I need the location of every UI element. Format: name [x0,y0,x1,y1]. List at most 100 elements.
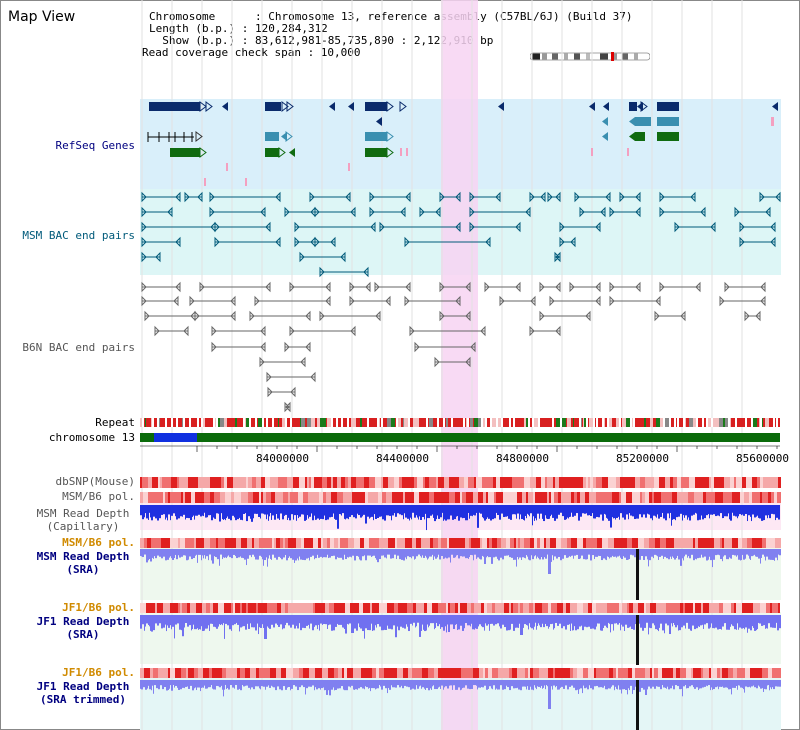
pol-cell [362,492,365,503]
pol-cell [564,477,570,488]
pol-cell [274,477,278,488]
pol-cell [293,668,297,678]
depth-bar [762,549,764,555]
repeat-segment [676,418,677,427]
pol-cell [446,492,449,503]
pol-cell [746,477,752,488]
pol-cell [357,603,359,613]
depth-bar [179,549,181,558]
repeat-segment [730,418,731,427]
bac-end [529,191,535,203]
chromosome-ideogram[interactable] [530,52,650,61]
depth-bar [395,615,397,638]
msm-read-depth-sra-label[interactable]: MSM Read Depth (SRA) [36,550,130,576]
depth-bar [644,615,646,628]
pol-cell [182,603,187,613]
pol-cell [576,477,579,488]
pol-cell [383,477,388,488]
depth-bar [729,505,730,520]
depth-bar [567,505,568,518]
depth-bar [422,615,423,625]
msm-bac-track-label[interactable]: MSM BAC end pairs [22,229,135,242]
pol-cell [506,538,510,548]
pol-cell [662,668,668,678]
pol-cell [210,603,213,613]
depth-bar [689,680,691,687]
depth-bar [276,505,277,515]
repeat-segment [278,418,279,427]
pol-cell [717,668,720,678]
depth-bar [221,615,222,625]
bac-end [260,325,266,337]
depth-bar [639,615,640,624]
refseq-track-label[interactable]: RefSeq Genes [55,139,135,152]
repeat-track-label[interactable]: Repeat [95,416,135,429]
pol-cell [734,603,736,613]
pol-cell [736,603,742,613]
jf1-read-depth-trimmed-label[interactable]: JF1 Read Depth (SRA trimmed) [36,680,130,706]
depth-bar [777,615,779,631]
pol-cell [483,492,486,503]
chromosome-track-label[interactable]: chromosome 13 [48,431,135,444]
depth-bar [769,680,770,691]
jf1-b6-pol-trimmed-label[interactable]: JF1/B6 pol. [62,666,135,679]
pol-cell [337,492,343,503]
pol-cell [168,492,170,503]
depth-bar [482,505,483,518]
pol-cell [673,668,676,678]
depth-bar [191,615,192,631]
jf1-read-depth-sra-label[interactable]: JF1 Read Depth (SRA) [36,615,130,641]
msm-b6-pol-track-label[interactable]: MSM/B6 pol. [62,490,135,503]
pol-cell [732,492,738,503]
pol-cell [693,603,695,613]
depth-bar [579,680,580,690]
dbsnp-track-label[interactable]: dbSNP(Mouse) [55,475,135,488]
depth-bar [756,549,758,557]
depth-bar [358,615,359,624]
depth-bar [257,680,258,687]
depth-bar [662,615,664,631]
msm-read-depth-capillary-label[interactable]: MSM Read Depth (Capillary) [36,507,130,533]
pol-cell [417,477,423,488]
pol-cell [543,668,548,678]
pol-cell [635,477,640,488]
depth-bar [344,680,346,691]
depth-bar [186,505,188,518]
pol-cell [757,603,760,613]
msm-b6-pol-sra-label[interactable]: MSM/B6 pol. [62,536,135,549]
pol-cell [160,477,162,488]
depth-bar [565,615,567,630]
depth-bar [698,615,699,627]
pol-cell [424,603,427,613]
depth-bar [365,615,367,629]
pol-cell [744,492,749,503]
jf1-b6-pol-label[interactable]: JF1/B6 pol. [62,601,135,614]
pol-cell [159,603,163,613]
depth-bar [370,505,371,518]
depth-bar [407,615,408,627]
depth-bar [617,549,619,557]
bac-end [455,191,461,203]
pol-cell [518,477,524,488]
depth-bar [335,505,337,520]
depth-bar [272,680,273,687]
repeat-segment [173,418,176,427]
depth-bar [754,505,756,518]
b6n-bac-track-label[interactable]: B6N BAC end pairs [22,341,135,354]
depth-bar [717,615,719,630]
depth-bar [280,615,282,625]
pol-cell [168,668,170,678]
pol-cell [405,492,411,503]
pol-cell [218,603,224,613]
depth-bar [180,505,182,517]
depth-bar [541,549,542,558]
depth-bar [699,615,700,628]
track-canvas[interactable] [140,0,781,730]
pol-cell [586,477,588,488]
repeat-segment [258,418,262,427]
pol-cell [540,538,544,548]
pol-cell [338,603,342,613]
depth-bar [345,505,346,520]
pol-cell [658,492,661,503]
repeat-segment [167,418,171,427]
